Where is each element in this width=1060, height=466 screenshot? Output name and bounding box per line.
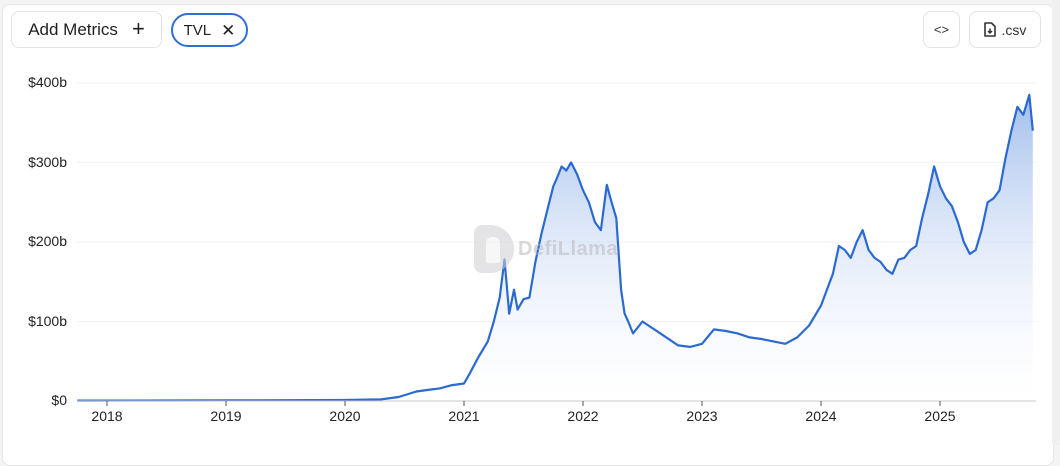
- tvl-area-chart[interactable]: [0, 0, 1060, 445]
- metric-chip-label: TVL: [183, 21, 212, 39]
- close-icon[interactable]: ✕: [221, 20, 236, 40]
- x-axis-ticks: [106, 401, 941, 406]
- y-tick-label: $200b: [28, 233, 67, 249]
- x-tick-label: 2025: [924, 408, 956, 424]
- file-download-icon: [983, 22, 996, 37]
- defillama-watermark: DefiLlama: [474, 225, 618, 273]
- tvl-line: [77, 93, 1034, 402]
- y-tick-label: $400b: [28, 74, 67, 90]
- x-tick-label: 2022: [567, 408, 599, 424]
- y-tick-label: $0: [51, 392, 67, 408]
- x-tick-label: 2024: [805, 408, 837, 424]
- page-scrollbar[interactable]: [1052, 0, 1060, 445]
- watermark-text: DefiLlama: [518, 237, 619, 260]
- y-tick-label: $100b: [28, 312, 67, 329]
- csv-label: .csv: [1001, 21, 1027, 38]
- tvl-area-fill: [77, 94, 1033, 402]
- defillama-logo-icon: [474, 225, 514, 273]
- x-tick-label: 2023: [686, 408, 718, 424]
- metric-chip-tvl: TVL ✕: [171, 13, 248, 47]
- x-tick-label: 2018: [91, 408, 123, 424]
- add-metrics-label: Add Metrics: [28, 19, 118, 39]
- x-tick-label: 2020: [329, 408, 361, 424]
- download-csv-button[interactable]: .csv: [969, 11, 1041, 48]
- y-tick-label: $300b: [28, 153, 67, 170]
- embed-button[interactable]: <>: [923, 11, 960, 48]
- add-metrics-button[interactable]: Add Metrics +: [11, 11, 162, 48]
- x-tick-label: 2021: [448, 408, 480, 424]
- plus-icon: +: [131, 15, 145, 41]
- x-tick-label: 2019: [210, 408, 242, 424]
- code-icon: <>: [933, 22, 950, 37]
